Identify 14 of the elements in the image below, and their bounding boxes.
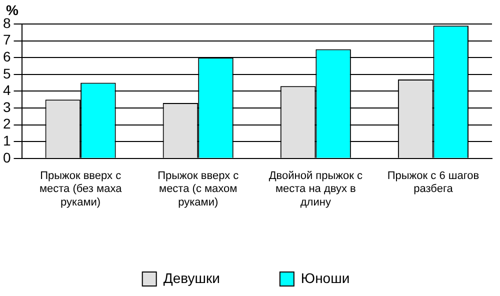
y-tick-label: 7 <box>2 32 11 48</box>
x-tick-label: Прыжок вверх с места (без маха руками) <box>39 170 123 208</box>
y-tick-label: 1 <box>2 132 11 148</box>
x-tick-label: Прыжок вверх с места (с махом руками) <box>158 170 240 208</box>
legend-label: Юноши <box>300 270 350 286</box>
y-tick-label: 2 <box>2 116 11 132</box>
y-tick-label: 0 <box>2 149 11 166</box>
y-tick-label: 6 <box>2 48 11 64</box>
y-tick-label: 4 <box>2 82 11 98</box>
y-tick-label: 3 <box>2 98 11 115</box>
y-tick-label: 5 <box>2 65 11 82</box>
x-tick-label: Прыжок с 6 шагов разбега <box>387 170 480 196</box>
legend-label: Девушки <box>163 270 220 286</box>
x-tick-label: Двойной прыжок с места на двух в длину <box>268 170 363 208</box>
